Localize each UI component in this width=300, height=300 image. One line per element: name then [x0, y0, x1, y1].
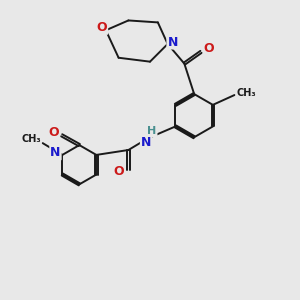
- Text: N: N: [141, 136, 151, 148]
- Text: N: N: [167, 35, 178, 49]
- Text: O: O: [97, 21, 107, 34]
- Text: O: O: [49, 126, 59, 139]
- Text: CH₃: CH₃: [236, 88, 256, 98]
- Text: O: O: [204, 42, 214, 56]
- Text: CH₃: CH₃: [21, 134, 41, 144]
- Text: N: N: [50, 146, 61, 159]
- Text: O: O: [113, 165, 124, 178]
- Text: H: H: [147, 126, 157, 136]
